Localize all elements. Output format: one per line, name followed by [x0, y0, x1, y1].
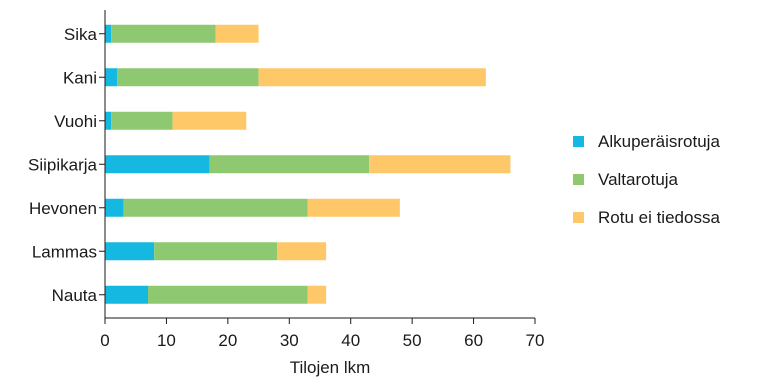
category-label-sika: Sika [64, 25, 98, 44]
category-label-lammas: Lammas [32, 242, 97, 261]
bar-hevonen-alkuperaisrotuja [105, 198, 124, 217]
bar-sika-valtarotuja [111, 24, 216, 43]
bar-nauta-rotu-ei-tiedossa [307, 285, 327, 304]
bar-sika-rotu-ei-tiedossa [215, 24, 259, 43]
bar-hevonen-rotu-ei-tiedossa [307, 198, 400, 217]
x-axis-title: Tilojen lkm [290, 358, 371, 377]
legend: Alkuperäisrotuja Valtarotuja Rotu ei tiedo… [573, 132, 720, 227]
category-label-vuohi: Vuohi [54, 112, 97, 131]
bar-siipikarja-valtarotuja [209, 155, 370, 174]
legend-label-rotu-ei-tiedossa: Rotu ei tiedossa [598, 208, 720, 227]
bar-lammas-valtarotuja [154, 242, 277, 261]
bar-hevonen-valtarotuja [123, 198, 308, 217]
bar-kani-alkuperaisrotuja [105, 68, 118, 87]
legend-swatch-alkuperaisrotuja [573, 136, 584, 147]
legend-label-valtarotuja: Valtarotuja [598, 170, 679, 189]
x-tick-label-60: 60 [464, 331, 483, 350]
x-tick-label-40: 40 [341, 331, 360, 350]
bar-nauta-alkuperaisrotuja [105, 285, 148, 304]
bar-vuohi-alkuperaisrotuja [105, 111, 112, 130]
bar-sika-alkuperaisrotuja [105, 24, 112, 43]
bar-vuohi-valtarotuja [111, 111, 173, 130]
category-label-kani: Kani [63, 68, 97, 87]
x-tick-labels: 0 10 20 30 40 50 60 70 [100, 331, 544, 350]
bars-layer [105, 24, 511, 304]
category-labels: Nauta Lammas Hevonen Siipikarja Vuohi Kani Sik… [28, 25, 98, 305]
x-tick-label-0: 0 [100, 331, 109, 350]
legend-swatch-valtarotuja [573, 174, 584, 185]
bar-siipikarja-rotu-ei-tiedossa [369, 155, 511, 174]
x-tick-label-50: 50 [403, 331, 422, 350]
x-tick-label-10: 10 [157, 331, 176, 350]
bar-vuohi-rotu-ei-tiedossa [172, 111, 247, 130]
bar-lammas-alkuperaisrotuja [105, 242, 155, 261]
x-tick-label-20: 20 [218, 331, 237, 350]
bar-lammas-rotu-ei-tiedossa [277, 242, 327, 261]
category-label-nauta: Nauta [52, 286, 98, 305]
category-label-siipikarja: Siipikarja [28, 155, 98, 174]
axes-layer [99, 10, 536, 324]
bar-kani-valtarotuja [117, 68, 259, 87]
bar-nauta-valtarotuja [148, 285, 308, 304]
bar-kani-rotu-ei-tiedossa [258, 68, 486, 87]
bar-siipikarja-alkuperaisrotuja [105, 155, 210, 174]
category-label-hevonen: Hevonen [29, 199, 97, 218]
legend-label-alkuperaisrotuja: Alkuperäisrotuja [598, 132, 720, 151]
x-tick-label-30: 30 [280, 331, 299, 350]
legend-swatch-rotu-ei-tiedossa [573, 212, 584, 223]
x-tick-label-70: 70 [526, 331, 545, 350]
